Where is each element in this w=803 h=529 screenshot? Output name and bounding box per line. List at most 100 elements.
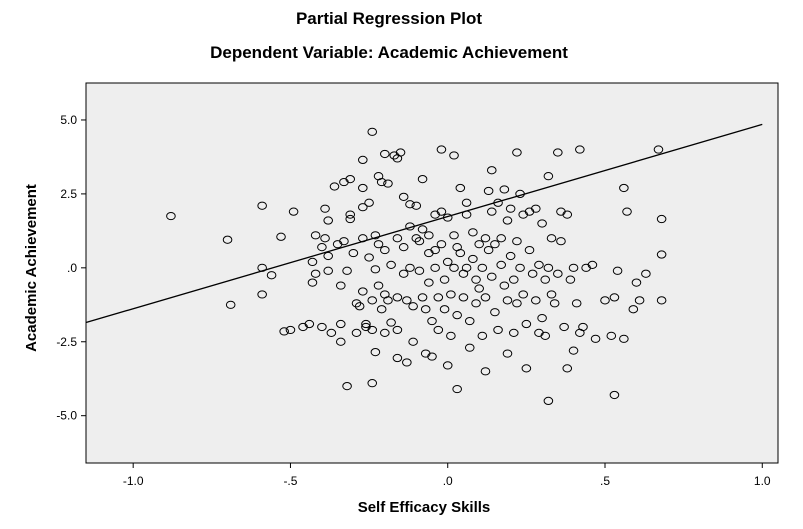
data-point	[323, 266, 334, 275]
data-point	[279, 327, 289, 336]
data-point	[329, 182, 340, 191]
data-point	[364, 253, 374, 262]
data-point	[166, 211, 176, 221]
data-point	[370, 265, 381, 274]
data-point	[609, 390, 620, 400]
data-point	[461, 198, 472, 207]
data-point	[386, 260, 396, 269]
data-point	[395, 148, 406, 157]
data-point	[257, 201, 267, 210]
data-point	[427, 316, 437, 326]
data-point	[565, 275, 576, 284]
data-point	[358, 203, 368, 212]
data-point	[380, 245, 390, 255]
data-point	[405, 263, 415, 272]
data-point	[320, 234, 330, 243]
data-point	[486, 166, 497, 175]
data-point	[471, 299, 481, 308]
data-point	[430, 245, 440, 255]
data-point	[449, 151, 459, 160]
y-tick-label: .0	[67, 261, 77, 275]
data-point	[590, 334, 601, 343]
data-point	[436, 207, 447, 216]
data-point	[417, 225, 428, 234]
data-point	[361, 319, 371, 329]
data-point	[619, 183, 629, 193]
data-point	[455, 183, 466, 193]
data-point	[446, 331, 456, 340]
data-point	[502, 349, 513, 358]
data-point	[442, 257, 453, 267]
data-point	[417, 175, 428, 184]
data-point	[351, 328, 362, 337]
data-point	[471, 275, 481, 284]
data-point	[486, 272, 497, 281]
data-point	[376, 305, 387, 314]
points-layer	[166, 127, 667, 405]
data-point	[505, 251, 516, 261]
x-tick-label: .5	[600, 474, 610, 488]
data-point	[508, 275, 519, 284]
data-point	[531, 296, 541, 305]
data-point	[335, 337, 346, 346]
data-point	[568, 263, 579, 272]
data-point	[408, 302, 418, 311]
data-point	[405, 200, 415, 209]
data-point	[380, 149, 390, 159]
data-point	[442, 361, 453, 370]
data-point	[549, 299, 560, 308]
y-tick-label: 2.5	[60, 187, 77, 201]
data-point	[335, 281, 346, 290]
data-point	[540, 275, 551, 284]
data-point	[540, 331, 551, 340]
data-point	[474, 284, 484, 293]
data-point	[622, 207, 632, 216]
data-point	[512, 237, 522, 246]
data-point	[477, 331, 488, 340]
plot-area	[85, 82, 779, 464]
data-point	[537, 219, 547, 228]
data-point	[411, 201, 422, 210]
data-point	[449, 263, 459, 272]
data-point	[266, 271, 277, 280]
data-point	[392, 325, 403, 335]
data-point	[502, 216, 513, 225]
data-point	[392, 293, 403, 302]
data-point	[414, 237, 425, 246]
data-point	[285, 325, 296, 335]
data-point	[317, 322, 327, 332]
data-point	[310, 231, 321, 240]
data-point	[326, 328, 337, 337]
x-tick-label: -1.0	[123, 474, 144, 488]
data-point	[518, 290, 529, 299]
data-point	[508, 328, 519, 337]
data-point	[628, 305, 639, 314]
data-point	[335, 319, 346, 329]
data-point	[452, 384, 462, 394]
data-point	[354, 302, 365, 311]
data-point	[490, 308, 500, 317]
data-point	[600, 296, 610, 305]
data-point	[345, 175, 356, 184]
data-point	[307, 278, 318, 287]
data-point	[367, 127, 378, 136]
data-point	[367, 379, 378, 388]
data-point	[587, 260, 598, 269]
data-point	[392, 234, 403, 243]
data-point	[480, 293, 491, 302]
data-point	[499, 281, 510, 290]
data-point	[345, 210, 356, 219]
chart-title: Partial Regression Plot	[295, 9, 483, 28]
data-point	[276, 232, 286, 241]
data-point	[427, 352, 437, 361]
data-point	[496, 260, 507, 269]
x-tick-label: -.5	[283, 474, 297, 488]
data-point	[568, 346, 579, 355]
data-point	[512, 299, 522, 308]
ticks-layer: -1.0 -.5 .0 .5 1.0 5.0 2.5 .0 -2.5 -5.0	[56, 113, 771, 488]
data-point	[370, 231, 381, 240]
data-point	[468, 254, 478, 264]
data-point	[631, 278, 642, 287]
data-point	[439, 305, 450, 314]
data-point	[376, 177, 387, 187]
